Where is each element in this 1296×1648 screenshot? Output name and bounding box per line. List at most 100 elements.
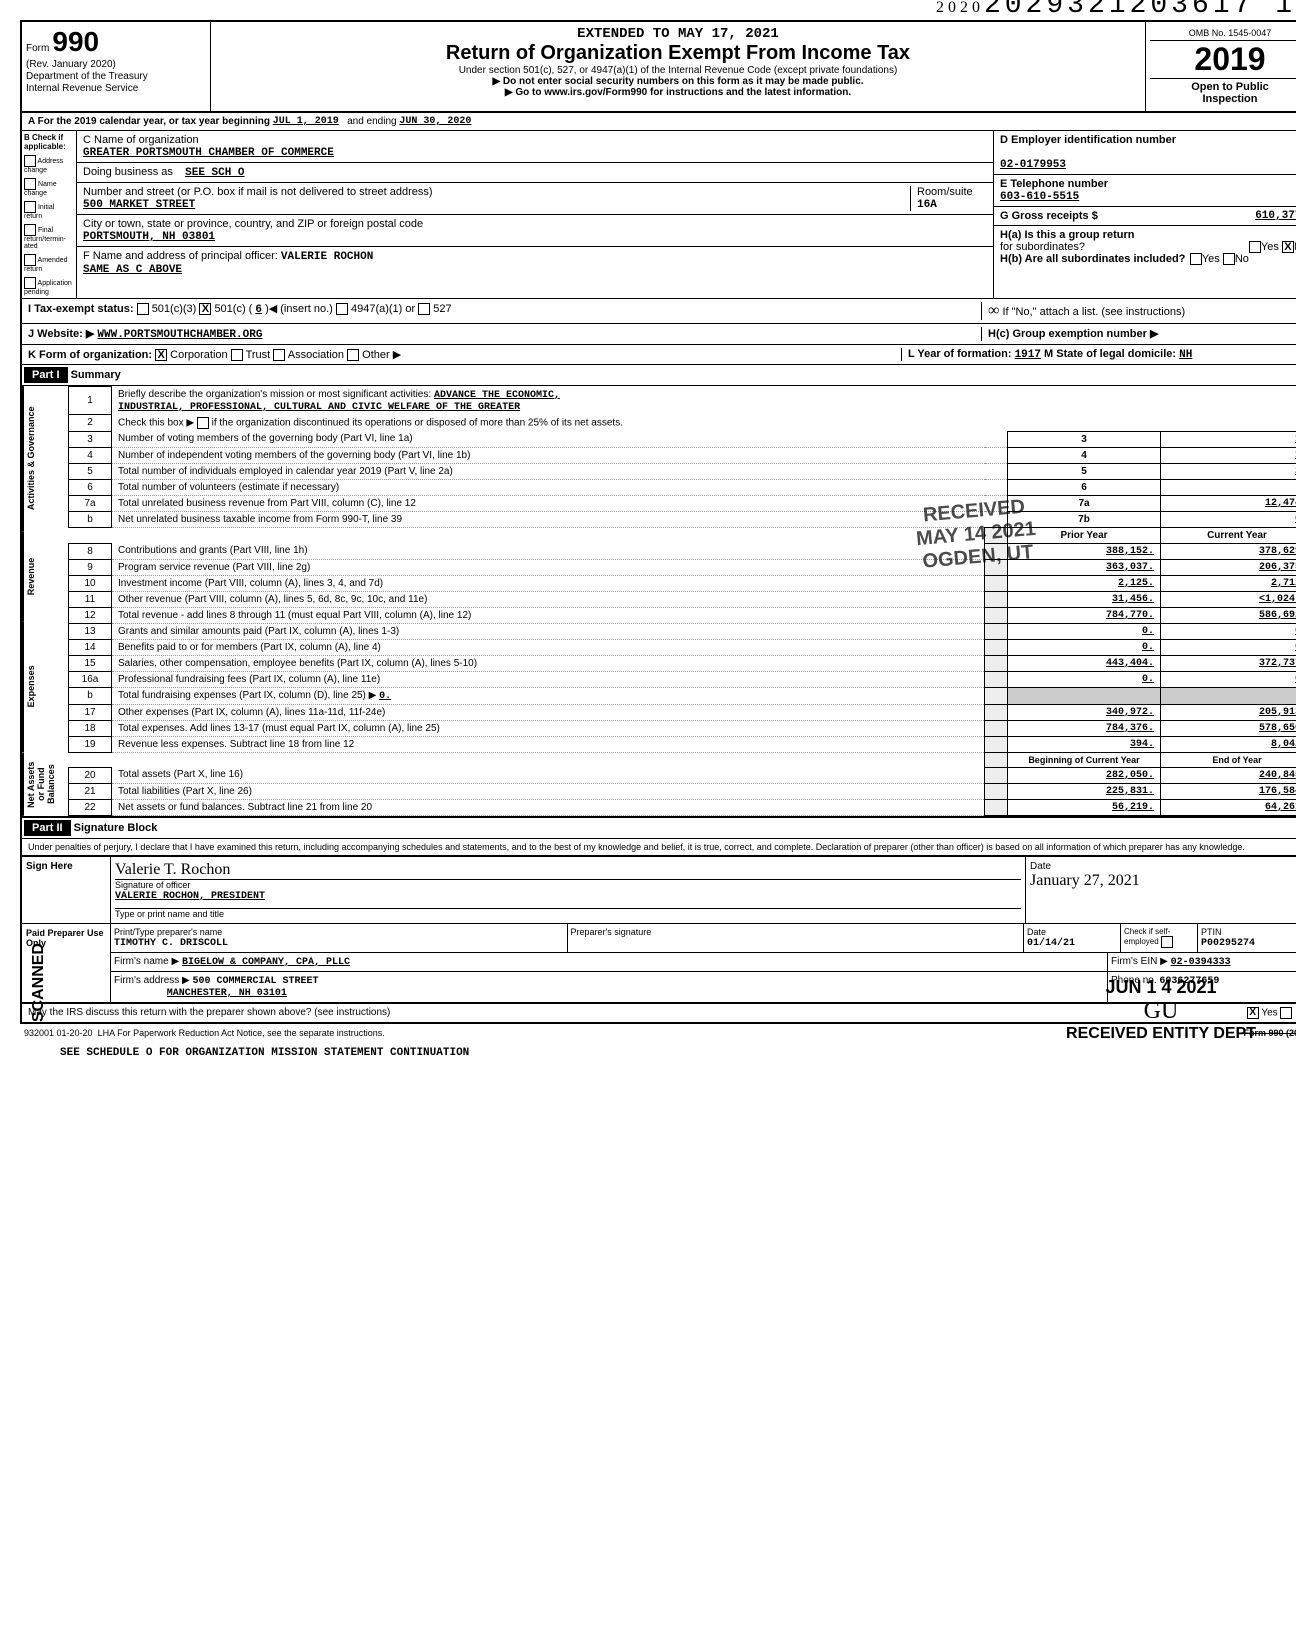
hb-yes-checkbox[interactable] [1190, 253, 1202, 265]
opt-527: 527 [433, 303, 451, 315]
line-num: 18 [69, 720, 112, 736]
527-checkbox[interactable] [418, 303, 430, 315]
line-num: 20 [69, 767, 112, 783]
gov-line: 7aTotal unrelated business revenue from … [69, 495, 1296, 511]
sched-o-note: SEE SCHEDULE O FOR ORGANIZATION MISSION … [60, 1047, 469, 1059]
b-checkbox[interactable] [24, 178, 36, 190]
b-checkbox-row: Initial return [24, 201, 74, 220]
summary-line: 20Total assets (Part X, line 16)282,050.… [69, 767, 1296, 783]
current-value: 0. [1161, 623, 1296, 639]
officer-addr: SAME AS C ABOVE [83, 264, 182, 276]
line-num: 7a [69, 495, 112, 511]
city-state-zip: PORTSMOUTH, NH 03801 [83, 231, 215, 243]
website-url: WWW.PORTSMOUTHCHAMBER.ORG [97, 329, 262, 341]
prior-value: 0. [1008, 639, 1161, 655]
line-box: 7a [1008, 495, 1161, 511]
year-mid: and ending [347, 116, 397, 127]
i-label: I Tax-exempt status: [28, 303, 134, 315]
line-value: 0. [1161, 511, 1296, 527]
domicile-state: NH [1179, 349, 1192, 361]
b-checkbox[interactable] [24, 201, 36, 213]
main-title: Return of Organization Exempt From Incom… [215, 42, 1141, 65]
line-num: 12 [69, 607, 112, 623]
opt-4947: 4947(a)(1) or [351, 303, 415, 315]
corp-checkbox[interactable] [155, 349, 167, 361]
ha-yes: Yes [1261, 241, 1279, 253]
prior-value: 784,376. [1008, 720, 1161, 736]
ein: 02-0179953 [1000, 159, 1066, 171]
line-num: 16a [69, 671, 112, 687]
line-label: Total liabilities (Part X, line 26) [112, 783, 985, 799]
line-label: Other expenses (Part IX, column (A), lin… [112, 704, 985, 720]
b-label: B Check if applicable: [24, 133, 66, 151]
line-num: 9 [69, 559, 112, 575]
firm-addr-label: Firm's address ▶ [114, 975, 190, 986]
part2-title: Signature Block [74, 822, 158, 834]
501c3-checkbox[interactable] [137, 303, 149, 315]
footer-code: 932001 01-20-20 [24, 1028, 93, 1038]
current-value: 0. [1161, 639, 1296, 655]
self-emp-checkbox[interactable] [1161, 936, 1173, 948]
gov-line: bNet unrelated business taxable income f… [69, 511, 1296, 527]
room-suite: 16A [917, 199, 937, 211]
part1-title: Summary [71, 369, 121, 381]
firm-label: Firm's name ▶ [114, 956, 179, 967]
b-checkbox[interactable] [24, 155, 36, 167]
summary-line: 22Net assets or fund balances. Subtract … [69, 799, 1296, 815]
name-label: Type or print name and title [115, 909, 1021, 919]
h-a-label: H(a) Is this a group return [1000, 229, 1134, 241]
line-label: Total number of individuals employed in … [112, 463, 1008, 479]
b-checkbox[interactable] [24, 254, 36, 266]
line-label: Salaries, other compensation, employee b… [112, 655, 985, 671]
line-label: Number of independent voting members of … [112, 447, 1008, 463]
other-checkbox[interactable] [347, 349, 359, 361]
summary-table: 1 Briefly describe the organization's mi… [68, 386, 1296, 816]
summary-line: 11Other revenue (Part VIII, column (A), … [69, 591, 1296, 607]
tax-year: 2019 [1150, 41, 1296, 78]
balance-header: Beginning of Current Year End of Year [69, 752, 1296, 767]
vert-expenses: Expenses [22, 621, 68, 752]
line-label: Total revenue - add lines 8 through 11 (… [112, 607, 985, 623]
current-value: 586,692. [1161, 607, 1296, 623]
current-value: 64,261. [1161, 799, 1296, 815]
prior-value: 443,404. [1008, 655, 1161, 671]
assoc-checkbox[interactable] [273, 349, 285, 361]
perjury-statement: Under penalties of perjury, I declare th… [22, 839, 1296, 855]
org-name: GREATER PORTSMOUTH CHAMBER OF COMMERCE [83, 147, 334, 159]
mission-text1: ADVANCE THE ECONOMIC, [434, 390, 560, 401]
k-other: Other ▶ [362, 349, 401, 361]
line-num: b [69, 687, 112, 704]
b-checkbox[interactable] [24, 277, 36, 289]
entity-stamp: RECEIVED ENTITY DEPT [1066, 1025, 1256, 1043]
gov-line: 4Number of independent voting members of… [69, 447, 1296, 463]
discuss-label: May the IRS discuss this return with the… [28, 1007, 1247, 1019]
line-value: 13 [1161, 447, 1296, 463]
subtitle-2: ▶ Do not enter social security numbers o… [492, 76, 863, 87]
line2-checkbox[interactable] [197, 417, 209, 429]
subtitle-1: Under section 501(c), 527, or 4947(a)(1)… [215, 65, 1141, 76]
current-value [1161, 687, 1296, 704]
prior-value: 340,972. [1008, 704, 1161, 720]
h-note: If "No," attach a list. (see instruction… [1002, 306, 1185, 318]
ha-no-checkbox[interactable] [1282, 241, 1294, 253]
line-box: 7b [1008, 511, 1161, 527]
line-box: 5 [1008, 463, 1161, 479]
line-value: 0 [1161, 479, 1296, 495]
two-col-header: Prior Year Current Year [69, 527, 1296, 543]
line1-num: 1 [69, 387, 112, 415]
b-checkbox[interactable] [24, 224, 36, 236]
form-revision: (Rev. January 2020) [26, 59, 116, 70]
discuss-no-checkbox[interactable] [1280, 1007, 1292, 1019]
hb-no-checkbox[interactable] [1223, 253, 1235, 265]
prior-value: 363,037. [1008, 559, 1161, 575]
prior-value: 56,219. [1008, 799, 1161, 815]
extended-date: EXTENDED TO MAY 17, 2021 [215, 26, 1141, 42]
ha-yes-checkbox[interactable] [1249, 241, 1261, 253]
part-2-header: Part II Signature Block [22, 816, 1296, 839]
4947-checkbox[interactable] [336, 303, 348, 315]
trust-checkbox[interactable] [231, 349, 243, 361]
501c-checkbox[interactable] [199, 303, 211, 315]
prior-value: 784,770. [1008, 607, 1161, 623]
k-trust: Trust [246, 349, 271, 361]
gov-line: 3Number of voting members of the governi… [69, 431, 1296, 447]
